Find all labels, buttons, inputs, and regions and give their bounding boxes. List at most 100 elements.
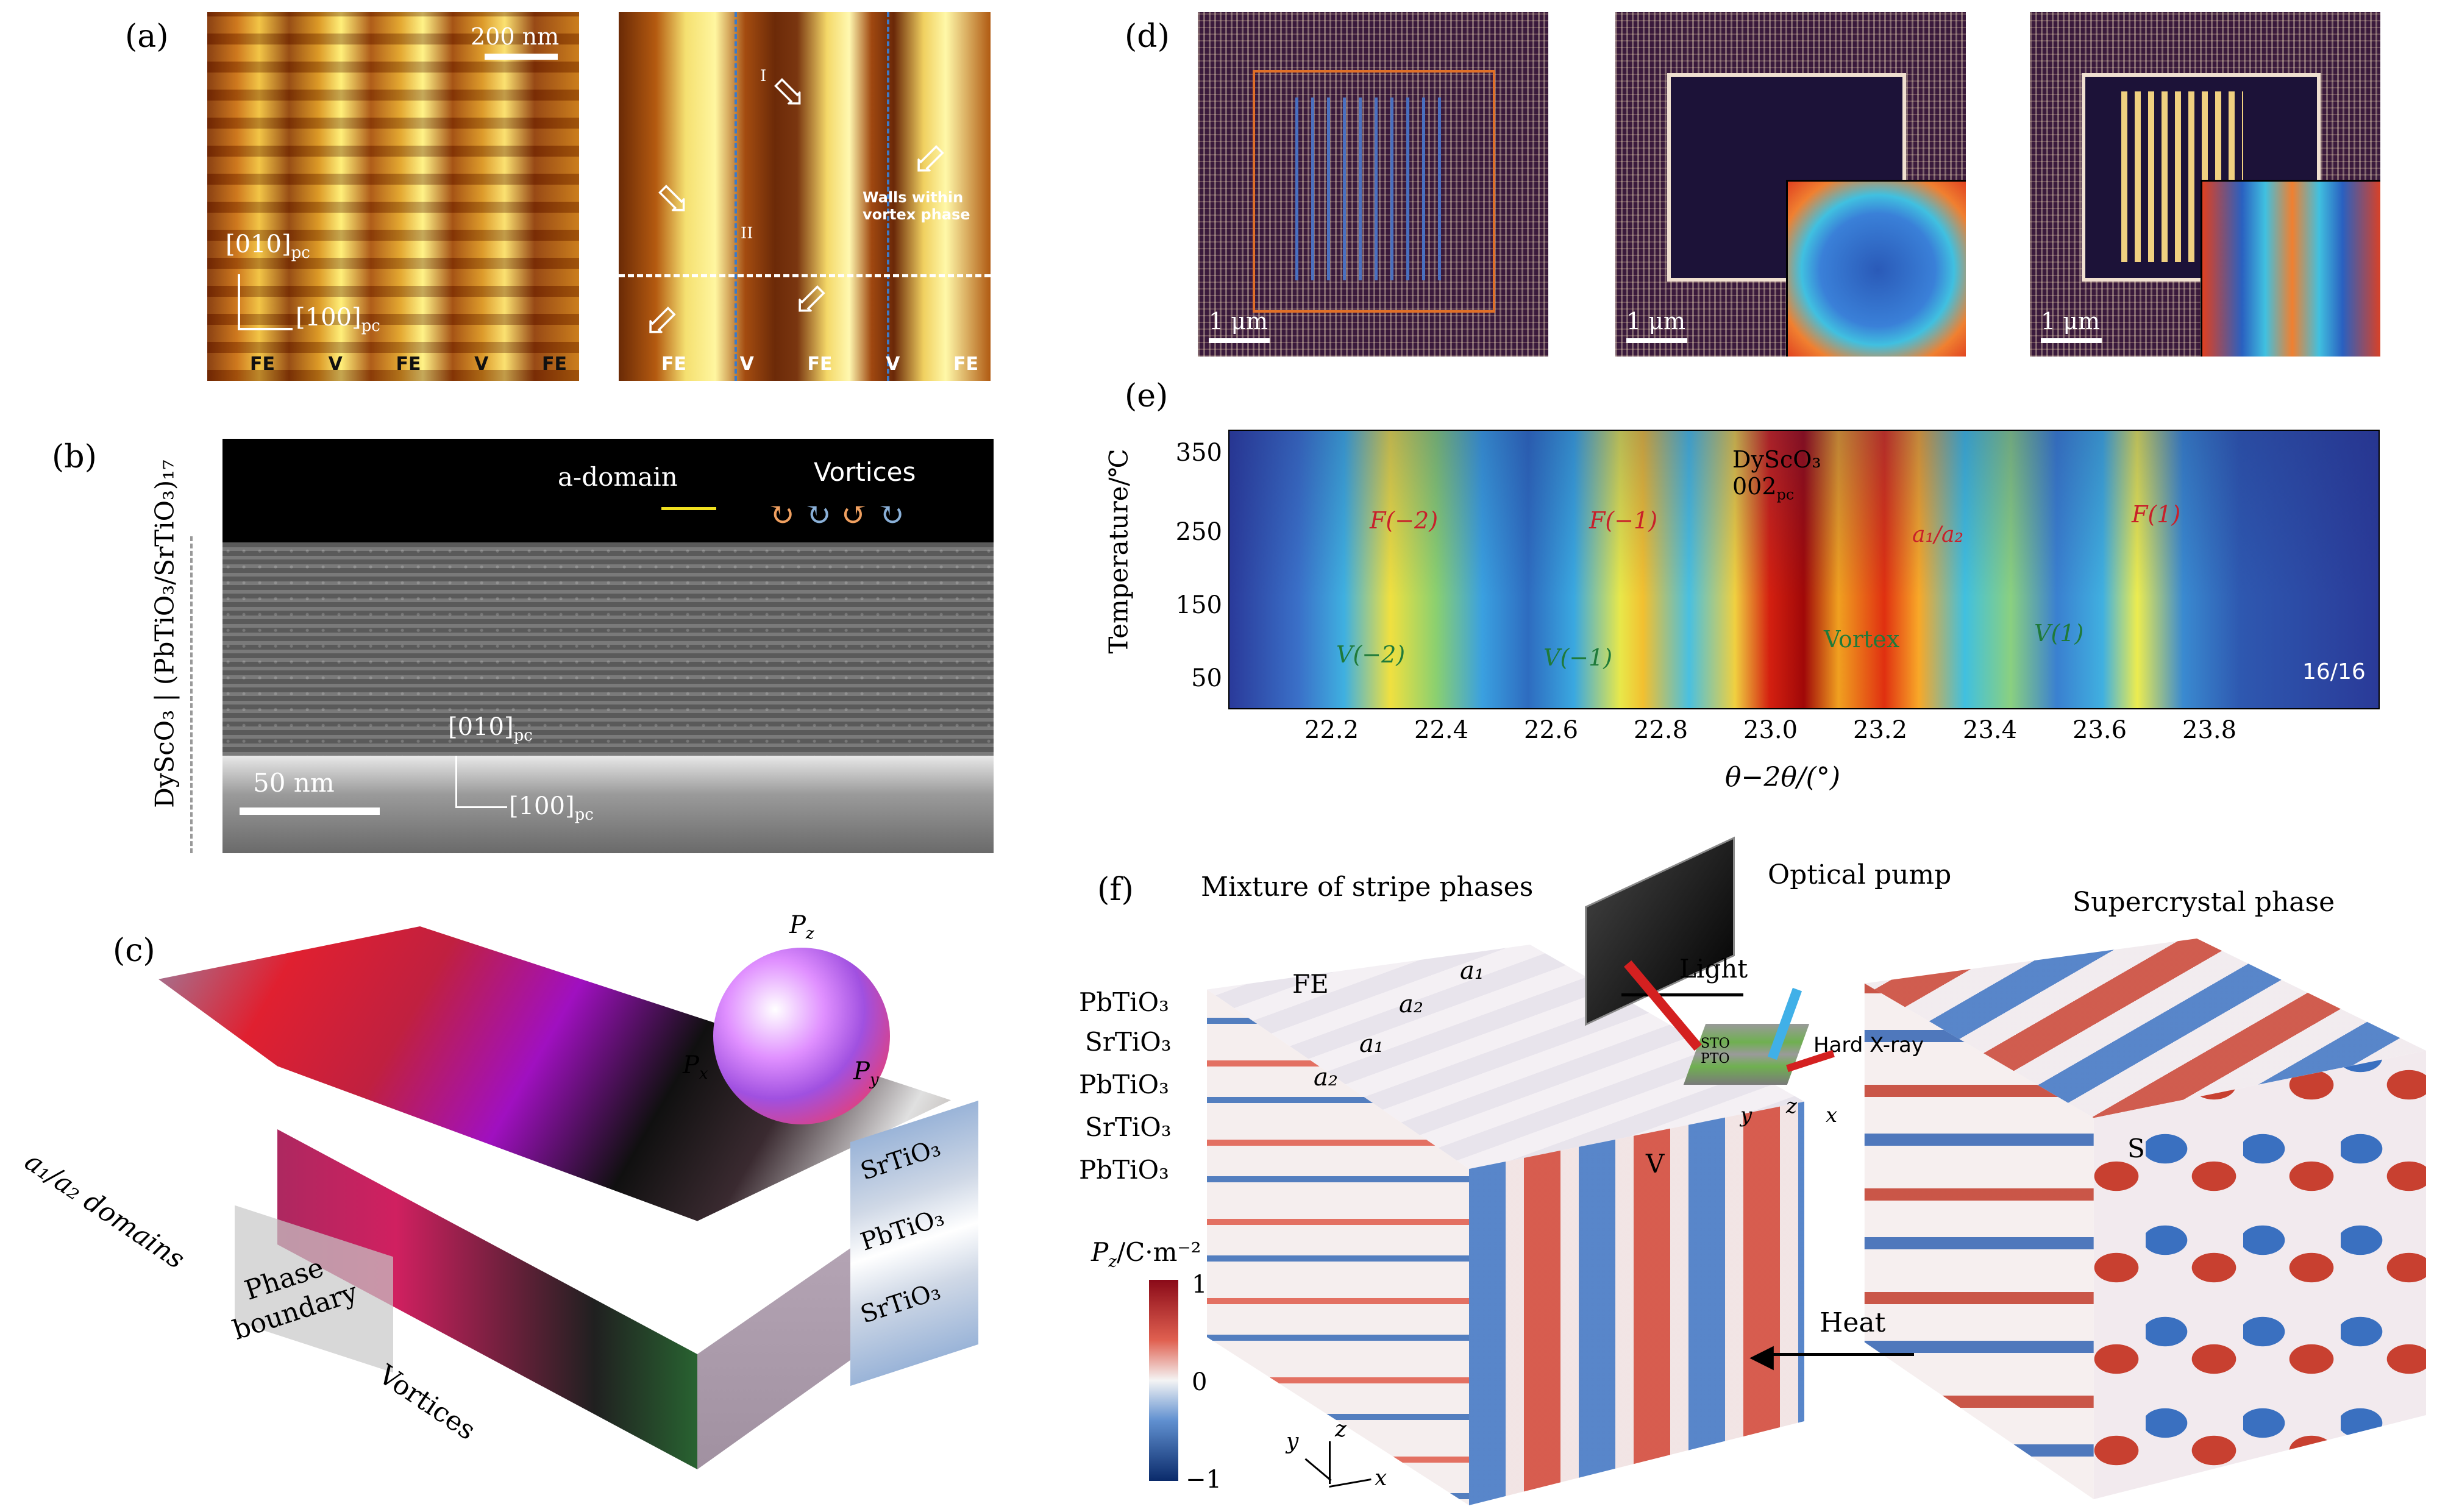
vortex-icon: ↻ <box>768 497 795 533</box>
fe-label: FE <box>1292 969 1329 999</box>
phase-label: V <box>328 353 343 375</box>
sample-axis-x: x <box>1826 1103 1838 1127</box>
xtick-label: 23.2 <box>1853 716 1908 744</box>
axis-x-label: [100]pc <box>296 303 380 335</box>
heat-label: Heat <box>1820 1307 1886 1338</box>
pfm-image-3: 1 μm <box>2030 12 2380 357</box>
phase-label: V <box>739 353 754 375</box>
optical-pump-label: Optical pump <box>1768 859 1952 890</box>
write-box <box>1253 70 1495 313</box>
scale-bar <box>485 54 558 60</box>
afm-image-right: ⬂ ⬂ ⬃ ⬃ ⬃ I II Walls within vortex phase… <box>619 12 991 381</box>
panel-a-label: (a) <box>125 18 169 55</box>
yticks: 350 250 150 50 <box>1155 430 1222 707</box>
vortex-icon: ↻ <box>805 497 831 533</box>
axis-y-label: [010]pc <box>448 713 533 745</box>
xtick-label: 23.0 <box>1743 716 1798 744</box>
ytick-label: 50 <box>1191 664 1222 692</box>
vortex-label: Vortex <box>1824 626 1900 653</box>
phase-row-right: FE V FE V FE <box>661 353 978 375</box>
a1a2-label: a₁/a₂ <box>1912 522 1963 547</box>
pto-label: PTO <box>1701 1051 1730 1067</box>
stripe-phase-block <box>1195 945 1804 1505</box>
scale-bar <box>240 807 380 815</box>
phase-row-left: FE V FE V FE <box>250 353 567 375</box>
coord-label-x: x <box>1375 1466 1387 1491</box>
layer-label: PbTiO₃ <box>1079 1155 1169 1185</box>
blue-dashed-wall <box>735 12 737 381</box>
light-label: Light <box>1679 954 1748 984</box>
a1-label: a₁ <box>1359 1030 1384 1058</box>
coord-axis-z-line <box>1329 1441 1331 1484</box>
panel-f-label: (f) <box>1097 871 1134 908</box>
xtick-label: 22.6 <box>1524 716 1579 744</box>
pfm-image-1: 1 μm <box>1198 12 1548 357</box>
xrd-heatmap: DyScO₃ 002pc F(−2) F(−1) F(1) a₁/a₂ V(−2… <box>1228 430 2380 709</box>
vortex-icon: ↻ <box>878 497 905 533</box>
blue-dashed-wall <box>887 12 889 381</box>
xtick-label: 23.4 <box>1963 716 2018 744</box>
polarization-arrow-icon: ⬃ <box>643 296 679 346</box>
peak-label: F(−1) <box>1589 507 1658 534</box>
polarization-arrow-icon: ⬃ <box>792 274 828 324</box>
a2-label: a₂ <box>1314 1063 1338 1091</box>
layer-label: PbTiO₃ <box>1079 987 1169 1017</box>
sample-axis-z: z <box>1786 1094 1797 1118</box>
roman-label: I <box>760 67 767 85</box>
colorbar-tick: 0 <box>1192 1368 1208 1396</box>
scale-bar-label: 200 nm <box>471 23 560 50</box>
afm-mottle <box>207 12 579 381</box>
polarization-arrow-icon: ⬃ <box>911 134 947 184</box>
a-domain-label: a-domain <box>558 462 678 492</box>
white-dashed-boundary <box>619 274 991 277</box>
tem-substrate <box>222 756 994 853</box>
axis-arrow-vertical <box>238 274 240 329</box>
substrate-label: DyScO₃ 002pc <box>1732 446 1821 503</box>
phase-label: FE <box>396 353 421 375</box>
coord-label-y: y <box>1286 1429 1299 1454</box>
scale-bar-label: 1 μm <box>1626 308 1685 335</box>
xtick-label: 22.8 <box>1634 716 1688 744</box>
afm-image-left: 200 nm [010]pc [100]pc FE V FE V FE <box>207 12 579 381</box>
tem-film <box>222 542 994 756</box>
px-label: Px <box>683 1051 708 1083</box>
supercrystal-block <box>1853 939 2426 1499</box>
scale-bar-label: 1 μm <box>1209 308 1268 335</box>
left-title: Mixture of stripe phases <box>1201 871 1534 903</box>
scale-bar <box>1626 338 1687 343</box>
fraction-label: 16/16 <box>2302 659 2366 684</box>
colorbar <box>1149 1280 1178 1481</box>
pz-label: Pz <box>789 911 814 943</box>
xtick-label: 22.4 <box>1414 716 1469 744</box>
phase-label: FE <box>953 353 978 375</box>
ytick-label: 150 <box>1175 591 1222 619</box>
roman-label: II <box>741 224 753 243</box>
tem-image: a-domain Vortices ↻ ↻ ↺ ↻ 50 nm [010]pc … <box>222 439 994 853</box>
block-side-face <box>2093 1051 2426 1499</box>
walls-note: Walls within vortex phase <box>863 189 970 223</box>
phase-label: FE <box>542 353 567 375</box>
layer-label: PbTiO₃ <box>1079 1070 1169 1099</box>
phase-label: V <box>886 353 900 375</box>
ylabel: Temperature/℃ <box>1103 449 1134 654</box>
scale-bar-label: 50 nm <box>253 768 335 798</box>
polarization-arrow-icon: ⬂ <box>655 174 691 224</box>
phase-label: FE <box>807 353 833 375</box>
scale-bar <box>2041 338 2102 343</box>
panel-d-label: (d) <box>1125 18 1170 55</box>
peak-label: V(−1) <box>1543 644 1613 671</box>
xtick-label: 23.6 <box>2073 716 2127 744</box>
ytick-label: 250 <box>1175 518 1222 546</box>
axis-y-label: [010]pc <box>226 230 310 262</box>
a1-label: a₁ <box>1460 957 1484 985</box>
stripe-pattern <box>1295 98 1454 280</box>
panel-c-label: (c) <box>113 932 155 969</box>
peak-label: V(−2) <box>1336 641 1406 668</box>
xtick-label: 22.2 <box>1304 716 1359 744</box>
colorbar-tick: 1 <box>1192 1271 1208 1299</box>
xlabel: θ−2θ/(°) <box>1725 762 1840 793</box>
inset-image <box>1786 180 1966 357</box>
heatmap-shading <box>1229 431 2379 708</box>
axis-arrow-vertical <box>455 756 457 807</box>
panel-b-side-label: DyScO₃ | (PbTiO₃/SrTiO₃)₁₇ <box>149 460 180 808</box>
